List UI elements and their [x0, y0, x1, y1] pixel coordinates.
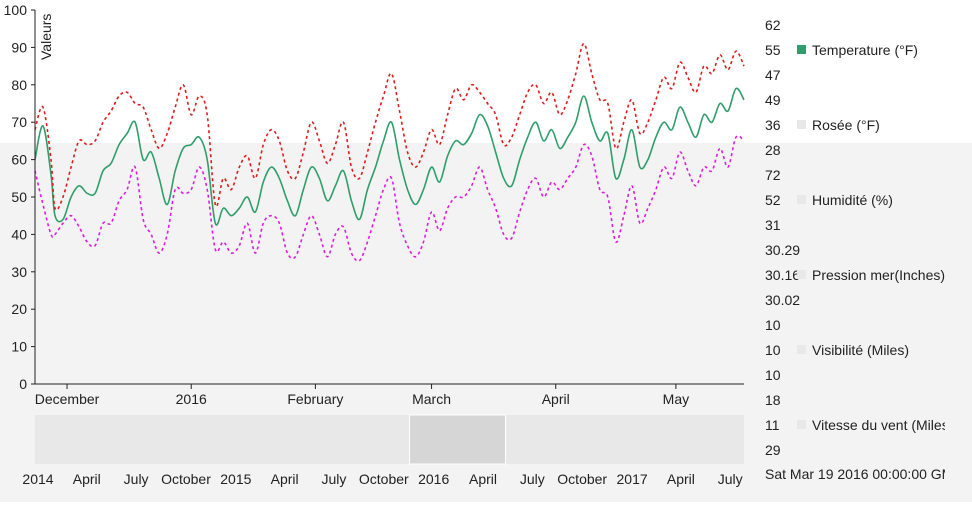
- navigator-tick-label: 2017: [617, 471, 648, 487]
- y-tick-label: 20: [11, 301, 27, 317]
- legend-swatch[interactable]: [797, 120, 806, 129]
- navigator-tick-label: July: [520, 471, 545, 487]
- navigator-tick-label: October: [359, 471, 409, 487]
- legend[interactable]: 62 55 47 Temperature (°F) 49 36 28 Rosée (°F) 72…: [765, 17, 965, 458]
- y-tick-label: 80: [11, 77, 27, 93]
- navigator-tick-label: April: [469, 471, 497, 487]
- navigator-tick-label: July: [322, 471, 347, 487]
- legend-swatch[interactable]: [797, 345, 806, 354]
- x-tick-label: March: [412, 391, 451, 407]
- legend-value: 72: [765, 167, 781, 183]
- legend-value: 29: [765, 442, 781, 458]
- series-line-1: [34, 42, 745, 211]
- legend-swatch[interactable]: [797, 420, 806, 429]
- legend-value: 62: [765, 17, 781, 33]
- navigator-track[interactable]: [35, 415, 744, 464]
- navigator-selection[interactable]: [409, 414, 506, 465]
- x-tick-label: December: [35, 391, 100, 407]
- y-tick-label: 30: [11, 264, 27, 280]
- x-tick-label: April: [542, 391, 570, 407]
- y-tick-label: 50: [11, 189, 27, 205]
- navigator-tick-label: April: [271, 471, 299, 487]
- y-axis-label: Valeurs: [38, 14, 54, 60]
- navigator-tick-label: 2015: [220, 471, 251, 487]
- legend-value: 28: [765, 142, 781, 158]
- axes: 0 10 20 30 40 50 60 70 80 90 100 December 2016 Februa…: [4, 2, 744, 407]
- legend-value: 31: [765, 217, 781, 233]
- series-line-2: [34, 135, 745, 262]
- x-tick-label: 2016: [176, 391, 207, 407]
- y-tick-label: 40: [11, 226, 27, 242]
- legend-label[interactable]: Temperature (°F): [812, 42, 918, 58]
- navigator-tick-label: April: [73, 471, 101, 487]
- legend-value: 30.16: [765, 267, 800, 283]
- x-tick-label: May: [663, 391, 689, 407]
- date-readout: Sat Mar 19 2016 00:00:00 GMT: [765, 466, 962, 482]
- y-tick-label: 70: [11, 114, 27, 130]
- legend-swatch[interactable]: [797, 45, 806, 54]
- legend-swatch[interactable]: [797, 270, 806, 279]
- legend-label[interactable]: Rosée (°F): [812, 117, 880, 133]
- x-tick-label: February: [287, 391, 343, 407]
- series-line-0: [34, 87, 745, 226]
- legend-value: 10: [765, 367, 781, 383]
- legend-value: 52: [765, 192, 781, 208]
- legend-value: 10: [765, 342, 781, 358]
- legend-value: 36: [765, 117, 781, 133]
- legend-value: 10: [765, 317, 781, 333]
- navigator-tick-label: 2016: [418, 471, 449, 487]
- y-tick-label: 100: [4, 2, 28, 18]
- legend-value: 55: [765, 42, 781, 58]
- y-tick-label: 60: [11, 152, 27, 168]
- y-tick-label: 0: [19, 376, 27, 392]
- navigator-tick-label: July: [124, 471, 149, 487]
- navigator-tick-label: April: [667, 471, 695, 487]
- navigator-tick-label: July: [718, 471, 743, 487]
- legend-value: 47: [765, 67, 781, 83]
- navigator-tick-label: 2014: [22, 471, 53, 487]
- legend-value: 30.29: [765, 242, 800, 258]
- navigator-tick-label: October: [161, 471, 211, 487]
- series-lines: [34, 42, 745, 262]
- legend-swatch[interactable]: [797, 195, 806, 204]
- navigator[interactable]: 2014 April July October 2015 April July October…: [22, 414, 744, 487]
- navigator-tick-label: October: [557, 471, 607, 487]
- y-tick-label: 90: [11, 39, 27, 55]
- legend-value: 49: [765, 92, 781, 108]
- legend-label[interactable]: Humidité (%): [812, 192, 893, 208]
- legend-label[interactable]: Vitesse du vent (Miles/h): [812, 417, 965, 433]
- legend-label[interactable]: Pression mer(Inches): [812, 267, 945, 283]
- legend-value: 11: [765, 417, 780, 433]
- y-tick-label: 10: [11, 339, 27, 355]
- legend-label[interactable]: Visibilité (Miles): [812, 342, 909, 358]
- legend-value: 18: [765, 392, 781, 408]
- legend-value: 30.02: [765, 292, 800, 308]
